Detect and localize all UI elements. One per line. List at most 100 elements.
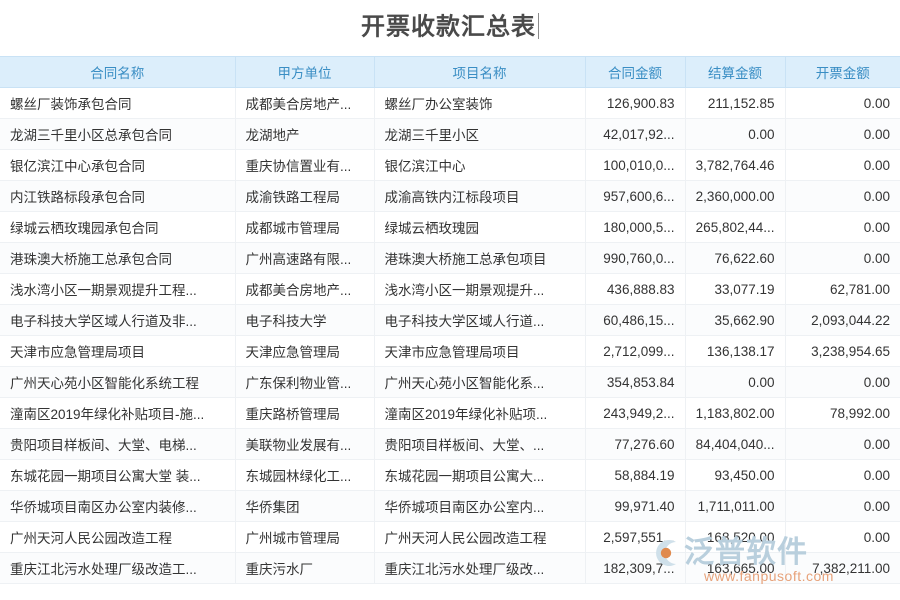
table-row[interactable]: 潼南区2019年绿化补贴项目-施... 重庆路桥管理局 潼南区2019年绿化补贴项.…	[0, 397, 900, 429]
cell-settle: 163,665.00	[685, 552, 786, 584]
cell-party: 成都美合房地产...	[235, 273, 375, 305]
cell-project: 广州天河人民公园改造工程	[374, 521, 586, 553]
cell-contract: 浅水湾小区一期景观提升工程...	[0, 273, 236, 305]
cell-contract: 内江铁路标段承包合同	[0, 180, 236, 212]
table-row[interactable]: 龙湖三千里小区总承包合同 龙湖地产 龙湖三千里小区 42,017,92... 0.00 0…	[0, 118, 900, 150]
cell-project: 螺丝厂办公室装饰	[374, 87, 586, 119]
cell-amount: 180,000,5...	[585, 211, 686, 243]
invoice-summary-table: 合同名称 甲方单位 项目名称 合同金额 结算金额 开票金额 螺丝厂装饰承包合同成…	[0, 56, 900, 584]
table-row[interactable]: 重庆江北污水处理厂级改造工... 重庆污水厂 重庆江北污水处理厂级改... 182,3…	[0, 552, 900, 584]
table-row[interactable]: 东城花园一期项目公寓大堂 装... 东城园林绿化工... 东城花园一期项目公寓大..…	[0, 459, 900, 491]
table-row[interactable]: 绿城云栖玫瑰园承包合同 成都城市管理局 绿城云栖玫瑰园 180,000,5... 265…	[0, 211, 900, 243]
table-row[interactable]: 电子科技大学区域人行道及非... 电子科技大学 电子科技大学区域人行道... 60,4…	[0, 304, 900, 336]
cell-party: 重庆路桥管理局	[235, 397, 375, 429]
cell-project: 电子科技大学区域人行道...	[374, 304, 586, 336]
table-header: 合同名称 甲方单位 项目名称 合同金额 结算金额 开票金额	[0, 56, 900, 88]
table-row[interactable]: 港珠澳大桥施工总承包合同 广州高速路有限... 港珠澳大桥施工总承包项目 990,76…	[0, 242, 900, 274]
text-caret	[538, 13, 539, 39]
cell-settle: 265,802,44...	[685, 211, 786, 243]
page-title: 开票收款汇总表	[361, 13, 539, 41]
table-row[interactable]: 螺丝厂装饰承包合同 成都美合房地产... 螺丝厂办公室装饰 126,900.83 211…	[0, 87, 900, 119]
column-header-settle[interactable]: 结算金额	[685, 56, 786, 88]
cell-project: 重庆江北污水处理厂级改...	[374, 552, 586, 584]
cell-party: 重庆协信置业有...	[235, 149, 375, 181]
cell-contract: 银亿滨江中心承包合同	[0, 149, 236, 181]
cell-invoice: 2,093,044.22	[785, 304, 900, 336]
table-row[interactable]: 贵阳项目样板间、大堂、电梯... 美联物业发展有... 贵阳项目样板间、大堂、...…	[0, 428, 900, 460]
table-row[interactable]: 天津市应急管理局项目 天津应急管理局 天津市应急管理局项目 2,712,099... 1…	[0, 335, 900, 367]
cell-invoice: 7,382,211.00	[785, 552, 900, 584]
cell-invoice: 3,238,954.65	[785, 335, 900, 367]
cell-party: 广州城市管理局	[235, 521, 375, 553]
cell-amount: 243,949,2...	[585, 397, 686, 429]
cell-contract: 广州天心苑小区智能化系统工程	[0, 366, 236, 398]
cell-settle: 168,520.00	[685, 521, 786, 553]
cell-settle: 84,404,040...	[685, 428, 786, 460]
table-row[interactable]: 广州天心苑小区智能化系统工程 广东保利物业管... 广州天心苑小区智能化系... 35…	[0, 366, 900, 398]
cell-project: 东城花园一期项目公寓大...	[374, 459, 586, 491]
cell-invoice: 0.00	[785, 118, 900, 150]
cell-settle: 0.00	[685, 118, 786, 150]
cell-amount: 100,010,0...	[585, 149, 686, 181]
cell-invoice: 78,992.00	[785, 397, 900, 429]
table-row[interactable]: 浅水湾小区一期景观提升工程... 成都美合房地产... 浅水湾小区一期景观提升...…	[0, 273, 900, 305]
cell-amount: 990,760,0...	[585, 242, 686, 274]
column-header-project[interactable]: 项目名称	[374, 56, 586, 88]
cell-amount: 126,900.83	[585, 87, 686, 119]
column-header-contract[interactable]: 合同名称	[0, 56, 236, 88]
cell-amount: 354,853.84	[585, 366, 686, 398]
cell-project: 潼南区2019年绿化补贴项...	[374, 397, 586, 429]
table-row[interactable]: 银亿滨江中心承包合同 重庆协信置业有... 银亿滨江中心 100,010,0... 3,…	[0, 149, 900, 181]
cell-invoice: 0.00	[785, 211, 900, 243]
cell-settle: 1,183,802.00	[685, 397, 786, 429]
cell-settle: 136,138.17	[685, 335, 786, 367]
cell-contract: 华侨城项目南区办公室内装修...	[0, 490, 236, 522]
cell-settle: 35,662.90	[685, 304, 786, 336]
cell-contract: 绿城云栖玫瑰园承包合同	[0, 211, 236, 243]
cell-party: 成都城市管理局	[235, 211, 375, 243]
column-header-party[interactable]: 甲方单位	[235, 56, 375, 88]
cell-party: 成渝铁路工程局	[235, 180, 375, 212]
cell-project: 成渝高铁内江标段项目	[374, 180, 586, 212]
cell-invoice: 62,781.00	[785, 273, 900, 305]
page-title-text: 开票收款汇总表	[361, 13, 536, 41]
cell-amount: 2,597,551...	[585, 521, 686, 553]
cell-contract: 贵阳项目样板间、大堂、电梯...	[0, 428, 236, 460]
column-header-amount[interactable]: 合同金额	[585, 56, 686, 88]
cell-party: 重庆污水厂	[235, 552, 375, 584]
cell-settle: 93,450.00	[685, 459, 786, 491]
table-row[interactable]: 内江铁路标段承包合同 成渝铁路工程局 成渝高铁内江标段项目 957,600,6... 2…	[0, 180, 900, 212]
cell-amount: 60,486,15...	[585, 304, 686, 336]
cell-contract: 广州天河人民公园改造工程	[0, 521, 236, 553]
cell-settle: 1,711,011.00	[685, 490, 786, 522]
cell-settle: 2,360,000.00	[685, 180, 786, 212]
table-row[interactable]: 华侨城项目南区办公室内装修... 华侨集团 华侨城项目南区办公室内... 99,971…	[0, 490, 900, 522]
cell-project: 银亿滨江中心	[374, 149, 586, 181]
cell-project: 绿城云栖玫瑰园	[374, 211, 586, 243]
cell-invoice: 0.00	[785, 180, 900, 212]
cell-amount: 42,017,92...	[585, 118, 686, 150]
cell-party: 电子科技大学	[235, 304, 375, 336]
cell-project: 广州天心苑小区智能化系...	[374, 366, 586, 398]
title-bar: 开票收款汇总表	[0, 0, 900, 56]
cell-contract: 电子科技大学区域人行道及非...	[0, 304, 236, 336]
cell-contract: 港珠澳大桥施工总承包合同	[0, 242, 236, 274]
cell-contract: 龙湖三千里小区总承包合同	[0, 118, 236, 150]
cell-amount: 77,276.60	[585, 428, 686, 460]
cell-settle: 0.00	[685, 366, 786, 398]
table-row[interactable]: 广州天河人民公园改造工程 广州城市管理局 广州天河人民公园改造工程 2,597,551…	[0, 521, 900, 553]
cell-invoice: 0.00	[785, 366, 900, 398]
cell-settle: 3,782,764.46	[685, 149, 786, 181]
cell-invoice: 0.00	[785, 149, 900, 181]
cell-project: 华侨城项目南区办公室内...	[374, 490, 586, 522]
column-header-invoice[interactable]: 开票金额	[785, 56, 900, 88]
cell-invoice: 0.00	[785, 242, 900, 274]
cell-party: 广东保利物业管...	[235, 366, 375, 398]
cell-amount: 2,712,099...	[585, 335, 686, 367]
cell-contract: 天津市应急管理局项目	[0, 335, 236, 367]
cell-project: 贵阳项目样板间、大堂、...	[374, 428, 586, 460]
table-body: 螺丝厂装饰承包合同 成都美合房地产... 螺丝厂办公室装饰 126,900.83 211…	[0, 87, 900, 584]
cell-settle: 76,622.60	[685, 242, 786, 274]
cell-contract: 东城花园一期项目公寓大堂 装...	[0, 459, 236, 491]
